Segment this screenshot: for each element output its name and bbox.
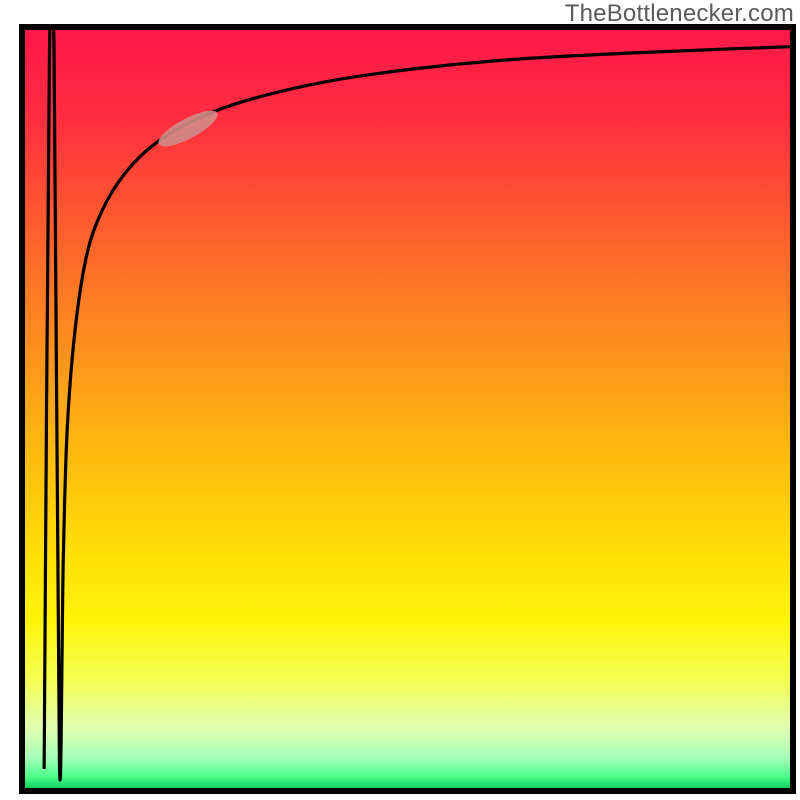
chart-container: TheBottlenecker.com: [0, 0, 800, 800]
watermark-text: TheBottlenecker.com: [565, 0, 794, 28]
bottleneck-chart: [0, 0, 800, 800]
chart-background: [25, 30, 790, 788]
